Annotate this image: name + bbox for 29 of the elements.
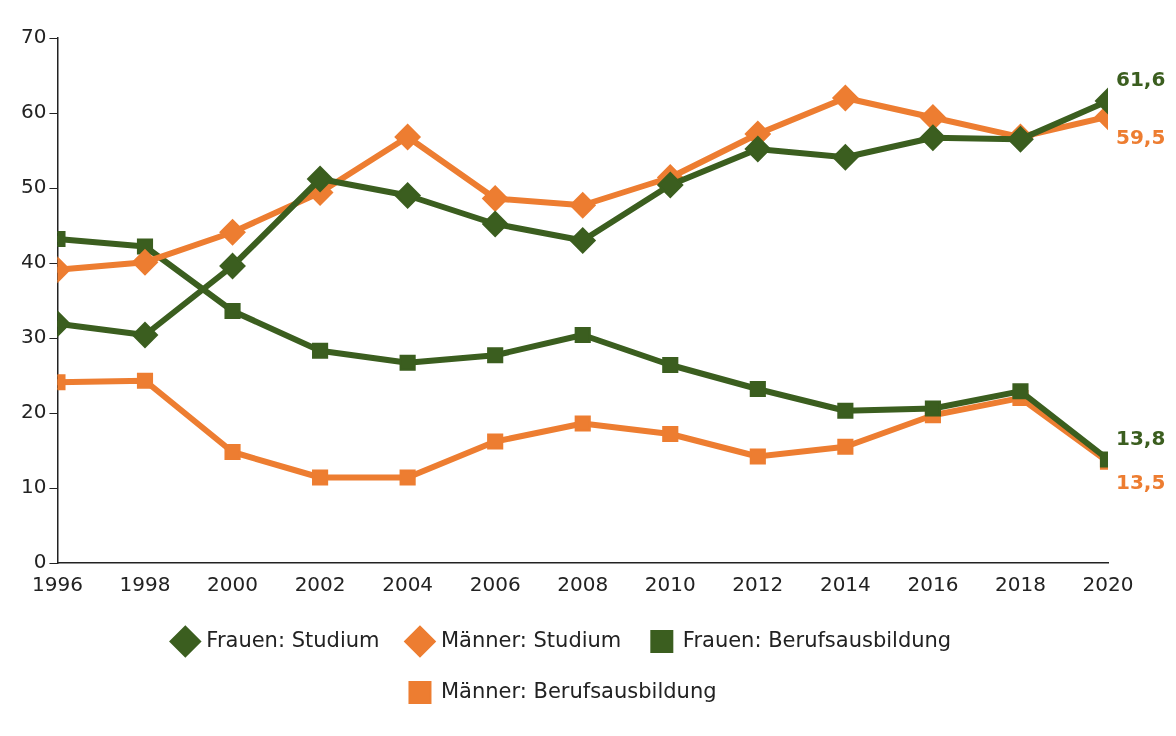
- y-tick-label: 20: [21, 399, 47, 424]
- x-tick-label: 2012: [732, 572, 784, 597]
- x-tick-label: 2004: [382, 572, 434, 597]
- y-tick-label: 60: [21, 99, 47, 124]
- legend-label: Männer: Berufsausbildung: [440, 678, 717, 703]
- y-tick-label: 70: [21, 24, 47, 49]
- x-tick-label: 2000: [207, 572, 258, 597]
- x-tick-label: 1998: [119, 572, 171, 597]
- y-tick-label: 10: [21, 474, 47, 499]
- x-tick-label: 2002: [294, 572, 346, 597]
- x-tick-label: 2020: [1082, 572, 1134, 597]
- legend-label: Frauen: Berufsausbildung: [682, 627, 952, 652]
- y-tick-label: 50: [21, 174, 47, 199]
- x-tick-label: 1996: [32, 572, 83, 597]
- legend-label: Frauen: Studium: [206, 627, 380, 652]
- data-label: 13,8: [1116, 425, 1166, 450]
- x-tick-label: 2010: [644, 572, 696, 597]
- x-tick-label: 2008: [557, 572, 609, 597]
- x-tick-label: 2018: [995, 572, 1046, 597]
- y-tick-label: 30: [21, 324, 47, 349]
- data-label: 59,5: [1116, 124, 1166, 149]
- y-tick-label: 0: [33, 549, 47, 574]
- x-tick-label: 2006: [469, 572, 521, 597]
- x-tick-label: 2016: [907, 572, 959, 597]
- legend-label: Männer: Studium: [440, 627, 622, 652]
- data-label: 61,6: [1116, 67, 1166, 92]
- data-label: 13,5: [1116, 469, 1166, 494]
- x-tick-label: 2014: [819, 572, 871, 597]
- y-tick-label: 40: [21, 249, 47, 274]
